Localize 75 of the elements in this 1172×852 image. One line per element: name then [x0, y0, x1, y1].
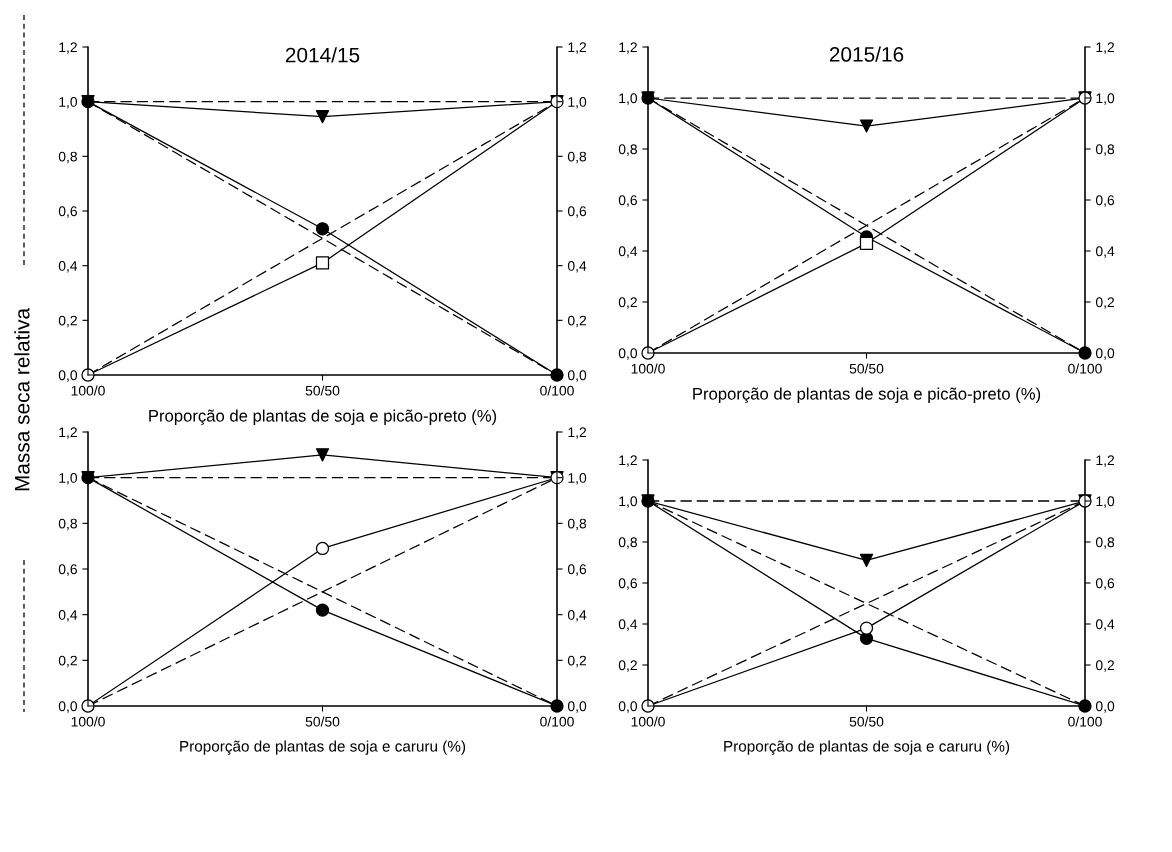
x-tick-label: 0/100 — [540, 716, 574, 727]
y2-tick-label: 0,2 — [1095, 660, 1115, 672]
y2-tick-label: 0,6 — [1095, 195, 1115, 207]
y2-tick-label: 0,0 — [1095, 701, 1115, 713]
chart-title: 2014/15 — [285, 47, 360, 63]
y2-tick-label: 0,4 — [567, 610, 587, 622]
y-tick-label: 0,2 — [618, 660, 637, 672]
y2-tick-label: 0,0 — [1095, 348, 1115, 360]
y-tick-label: 0,8 — [58, 518, 77, 531]
y-tick-label: 1,0 — [619, 496, 638, 508]
y-tick-label: 0,0 — [618, 701, 638, 713]
x-tick-label: 100/0 — [71, 385, 105, 396]
y2-tick-label: 0,8 — [567, 518, 587, 531]
y2-tick-label: 1,0 — [1096, 496, 1115, 508]
y-tick-label: 0,8 — [58, 151, 77, 164]
x-axis-title: Proporção de plantas de soja e picão-preto (%) — [693, 387, 1041, 404]
y2-tick-label: 0,2 — [567, 315, 587, 328]
y2-tick-label: 0,8 — [1095, 537, 1115, 549]
y-tick-label: 0,6 — [58, 564, 77, 576]
y2-tick-label: 0,0 — [567, 370, 587, 382]
x-tick-label: 100/0 — [631, 363, 665, 374]
y2-tick-label: 0,4 — [567, 261, 587, 273]
y-tick-label: 0,6 — [58, 206, 77, 218]
y2-tick-label: 1,0 — [568, 473, 587, 485]
y2-tick-label: 0,6 — [1095, 578, 1115, 590]
y-tick-label: 0,4 — [58, 261, 78, 273]
y-tick-label: 0,6 — [618, 578, 637, 590]
y-tick-label: 1,0 — [59, 97, 78, 109]
y-tick-label: 0,2 — [58, 315, 77, 328]
y-tick-label: 0,8 — [618, 537, 637, 549]
y2-tick-label: 0,4 — [1095, 619, 1115, 631]
x-tick-label: 0/100 — [540, 385, 574, 396]
x-axis-title: Proporção de plantas de soja e caruru (%) — [724, 740, 1010, 755]
y-tick-label: 0,2 — [58, 655, 77, 668]
x-axis-title: Proporção de plantas de soja e caruru (%) — [180, 740, 466, 755]
y2-tick-label: 1,0 — [1096, 93, 1115, 105]
x-tick-label: 50/50 — [849, 716, 884, 727]
x-tick-label: 50/50 — [849, 363, 884, 374]
x-tick-label: 100/0 — [631, 716, 665, 727]
y-tick-label: 0,4 — [618, 246, 638, 258]
y-axis-title: Massa seca relativa — [14, 307, 30, 491]
y2-tick-label: 0,2 — [1095, 297, 1115, 309]
y-tick-label: 0,4 — [58, 610, 78, 622]
x-tick-label: 100/0 — [71, 716, 105, 727]
y2-tick-label: 0,4 — [1095, 246, 1115, 258]
y2-tick-label: 0,8 — [1095, 144, 1115, 156]
y-tick-label: 1,0 — [619, 93, 638, 105]
y2-tick-label: 0,6 — [567, 564, 587, 576]
y2-tick-label: 1,0 — [568, 97, 587, 109]
y-tick-label: 0,8 — [618, 144, 637, 156]
y-tick-label: 1,2 — [619, 42, 637, 54]
y-tick-label: 0,2 — [618, 297, 637, 309]
y2-tick-label: 1,2 — [568, 427, 587, 439]
y-tick-label: 0,6 — [618, 195, 637, 207]
y-tick-label: 1,0 — [59, 473, 78, 485]
y2-tick-label: 0,6 — [567, 206, 587, 218]
x-tick-label: 0/100 — [1068, 716, 1102, 727]
y-tick-label: 0,4 — [618, 619, 638, 631]
x-tick-label: 50/50 — [305, 385, 340, 396]
y-tick-label: 0,0 — [58, 370, 78, 382]
y-tick-label: 1,2 — [59, 42, 77, 54]
y2-tick-label: 1,2 — [1096, 455, 1115, 467]
y-tick-label: 1,2 — [59, 427, 77, 439]
y2-tick-label: 1,2 — [1096, 42, 1115, 54]
y2-tick-label: 0,0 — [567, 701, 587, 713]
x-axis-title: Proporção de plantas de soja e picão-preto (%) — [149, 409, 497, 426]
chart-title: 2015/16 — [829, 46, 904, 62]
y-tick-label: 0,0 — [618, 348, 638, 360]
y2-tick-label: 0,8 — [567, 151, 587, 164]
x-tick-label: 0/100 — [1068, 363, 1102, 374]
y2-tick-label: 0,2 — [567, 655, 587, 668]
y2-tick-label: 1,2 — [568, 42, 587, 54]
x-tick-label: 50/50 — [305, 716, 340, 727]
y-tick-label: 0,0 — [58, 701, 78, 713]
y-tick-label: 1,2 — [619, 455, 637, 467]
